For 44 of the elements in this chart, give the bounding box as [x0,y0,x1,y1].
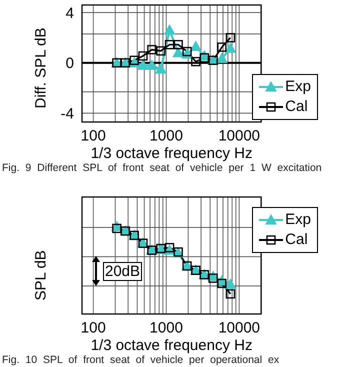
point [138,51,148,61]
point [164,40,174,50]
y-tick-label: 0 [66,55,74,72]
point [182,46,192,56]
x-axis-title: 1/3 octave frequency Hz [90,337,252,354]
legend-label: Exp [285,77,311,97]
y-axis-title: Diff. SPL dB [32,28,50,108]
point [216,52,228,63]
point [174,40,183,50]
point [208,274,218,283]
x-tick-label: 1000 [150,128,183,145]
x-tick-label: 10000 [218,128,260,145]
y-tick-label: -4 [60,106,74,123]
legend-label: Cal [285,230,308,250]
x-tick-label: 1000 [150,320,183,337]
point [226,33,236,42]
x-axis-title: 1/3 octave frequency Hz [90,145,252,162]
point [172,47,184,58]
point [190,41,202,52]
point [217,42,227,52]
annotation: 20dB [103,262,142,280]
legend-label: Cal [285,97,308,117]
point [224,42,236,53]
point [164,24,176,35]
x-tick-label: 10000 [218,320,260,337]
x-tick-label: 100 [80,320,106,337]
y-tick-label: 4 [66,4,74,22]
point [146,60,158,70]
point [200,53,209,62]
point [137,60,148,70]
point [191,56,200,66]
x-tick-label: 100 [80,128,106,145]
point [164,242,174,252]
caption: Fig. 9 Different SPL of front seat of vehicle per 1 W excitation [1,162,323,174]
point [147,45,157,54]
point [226,289,236,299]
legend-label: Exp [285,210,311,230]
point [156,46,166,56]
point [155,64,166,74]
y-axis-title: SPL dB [32,250,50,300]
caption: Fig. 10 SPL of front seat of vehicle per operational ex [1,354,280,366]
point [224,278,236,289]
point [112,224,122,234]
point [217,278,227,288]
